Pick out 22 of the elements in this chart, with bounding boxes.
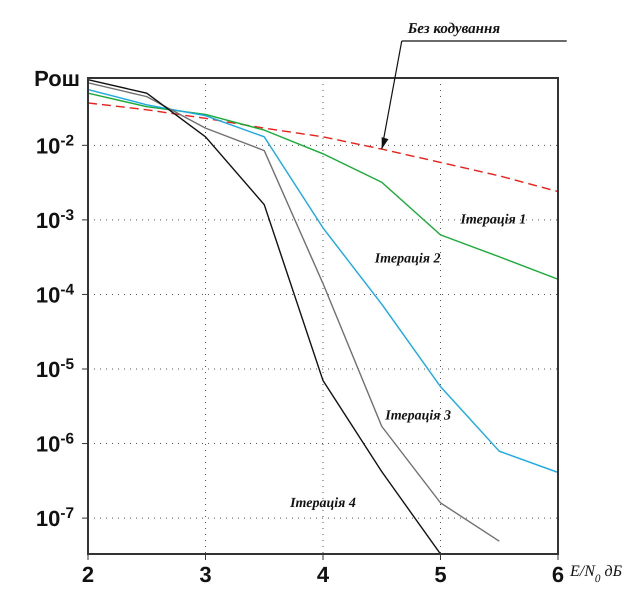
y-tick-label: 10$^{-5}$ <box>36 355 74 382</box>
x-tick-label: 6 <box>552 562 564 587</box>
series-label: Ітерація 3 <box>384 408 452 424</box>
x-tick-label: 4 <box>316 562 330 587</box>
line-series <box>88 88 558 474</box>
line-series <box>88 78 442 554</box>
x-axis-title: E/N$_{0}$ дБ <box>569 563 623 585</box>
y-tick-label: 10$^{-4}$ <box>36 280 74 308</box>
x-tick-label: 3 <box>199 562 212 587</box>
annotation: Без кодування <box>406 21 500 37</box>
line-series <box>88 92 558 280</box>
x-tick-label: 5 <box>434 562 447 587</box>
text: Ітерація 4 <box>289 496 356 512</box>
y-tick-label: 10$^{-7}$ <box>36 504 74 532</box>
series-label: Ітерація 2 <box>374 251 440 266</box>
y-tick-label: 10$^{-2}$ <box>36 132 74 158</box>
y-tick-label: 10$^{-3}$ <box>36 206 74 233</box>
series-label: Ітерація 1 <box>459 212 526 228</box>
x-tick-label: 2 <box>82 562 94 587</box>
line-series <box>88 102 558 192</box>
y-tick-label: 10$^{-6}$ <box>36 430 74 457</box>
y-axis-title: Рош <box>34 66 80 91</box>
